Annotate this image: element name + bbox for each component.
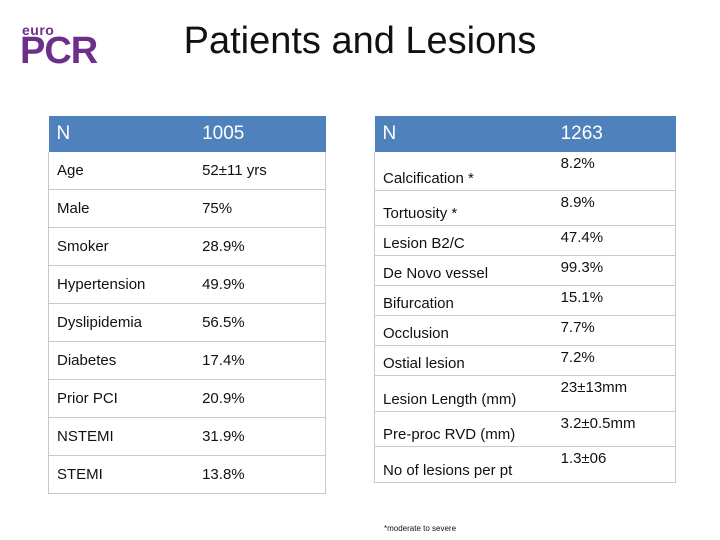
row-label: STEMI bbox=[48, 455, 195, 494]
row-label: Smoker bbox=[48, 227, 195, 266]
row-value: 20.9% bbox=[194, 379, 327, 418]
footnote: *moderate to severe bbox=[384, 524, 457, 533]
row-value: 8.2% bbox=[552, 152, 676, 191]
table-row: Prior PCI 20.9% bbox=[48, 379, 327, 418]
row-label: Calcification * bbox=[373, 152, 553, 191]
row-value: 49.9% bbox=[194, 265, 327, 304]
row-label: Prior PCI bbox=[48, 379, 195, 418]
row-value: 15.1% bbox=[552, 285, 676, 316]
lesions-header-label: N bbox=[374, 116, 553, 152]
page-title: Patients and Lesions bbox=[183, 20, 537, 62]
table-row: Occlusion 7.7% bbox=[373, 315, 676, 346]
row-label: Tortuosity * bbox=[373, 190, 553, 226]
row-label: Lesion B2/C bbox=[373, 225, 553, 256]
row-label: Male bbox=[48, 189, 195, 228]
table-row: Smoker 28.9% bbox=[48, 227, 327, 266]
table-row: Calcification * 8.2% bbox=[373, 152, 676, 191]
logo-main: PCR bbox=[20, 30, 98, 72]
table-row: Lesion Length (mm) 23±13mm bbox=[373, 375, 676, 412]
row-label: Bifurcation bbox=[373, 285, 553, 316]
table-row: No of lesions per pt 1.3±06 bbox=[373, 446, 676, 483]
row-value: 52±11 yrs bbox=[194, 152, 327, 190]
table-row: STEMI 13.8% bbox=[48, 455, 327, 494]
row-label: No of lesions per pt bbox=[373, 446, 553, 483]
row-value: 13.8% bbox=[194, 455, 327, 494]
table-row: Lesion B2/C 47.4% bbox=[373, 225, 676, 256]
row-value: 7.7% bbox=[552, 315, 676, 346]
patients-header-value: 1005 bbox=[194, 116, 326, 152]
row-value: 7.2% bbox=[552, 345, 676, 376]
table-row: Hypertension 49.9% bbox=[48, 265, 327, 304]
table-row: Tortuosity * 8.9% bbox=[373, 190, 676, 226]
row-label: Diabetes bbox=[48, 341, 195, 380]
row-value: 1.3±06 bbox=[552, 446, 676, 483]
table-row: Pre-proc RVD (mm) 3.2±0.5mm bbox=[373, 411, 676, 447]
row-label: Dyslipidemia bbox=[48, 303, 195, 342]
lesions-header-value: 1263 bbox=[552, 116, 676, 152]
row-value: 99.3% bbox=[552, 255, 676, 286]
table-row: Dyslipidemia 56.5% bbox=[48, 303, 327, 342]
logo-prefix: euro bbox=[22, 22, 55, 38]
lesions-header-row: N 1263 bbox=[374, 116, 676, 152]
table-row: De Novo vessel 99.3% bbox=[373, 255, 676, 286]
table-row: Male 75% bbox=[48, 189, 327, 228]
lesions-table: N 1263 Calcification * 8.2% Tortuosity * 8… bbox=[373, 116, 676, 483]
table-row: Diabetes 17.4% bbox=[48, 341, 327, 380]
table-row: NSTEMI 31.9% bbox=[48, 417, 327, 456]
row-label: NSTEMI bbox=[48, 417, 195, 456]
table-row: Bifurcation 15.1% bbox=[373, 285, 676, 316]
table-row: Age 52±11 yrs bbox=[48, 152, 327, 190]
row-value: 56.5% bbox=[194, 303, 327, 342]
row-label: Lesion Length (mm) bbox=[373, 375, 553, 412]
patients-table: N 1005 Age 52±11 yrs Male 75% Smoker 28.9% … bbox=[48, 116, 327, 494]
row-value: 75% bbox=[194, 189, 327, 228]
row-value: 47.4% bbox=[552, 225, 676, 256]
table-row: Ostial lesion 7.2% bbox=[373, 345, 676, 376]
row-label: Pre-proc RVD (mm) bbox=[373, 411, 553, 447]
row-value: 8.9% bbox=[552, 190, 676, 226]
row-value: 23±13mm bbox=[552, 375, 676, 412]
row-value: 31.9% bbox=[194, 417, 327, 456]
row-label: Occlusion bbox=[373, 315, 553, 346]
patients-header-label: N bbox=[48, 116, 195, 152]
row-label: De Novo vessel bbox=[373, 255, 553, 286]
row-label: Hypertension bbox=[48, 265, 195, 304]
row-value: 17.4% bbox=[194, 341, 327, 380]
row-label: Age bbox=[48, 152, 195, 190]
row-value: 28.9% bbox=[194, 227, 327, 266]
row-value: 3.2±0.5mm bbox=[552, 411, 676, 447]
row-label: Ostial lesion bbox=[373, 345, 553, 376]
patients-header-row: N 1005 bbox=[48, 116, 326, 152]
europcr-logo: euro PCR bbox=[20, 22, 105, 72]
